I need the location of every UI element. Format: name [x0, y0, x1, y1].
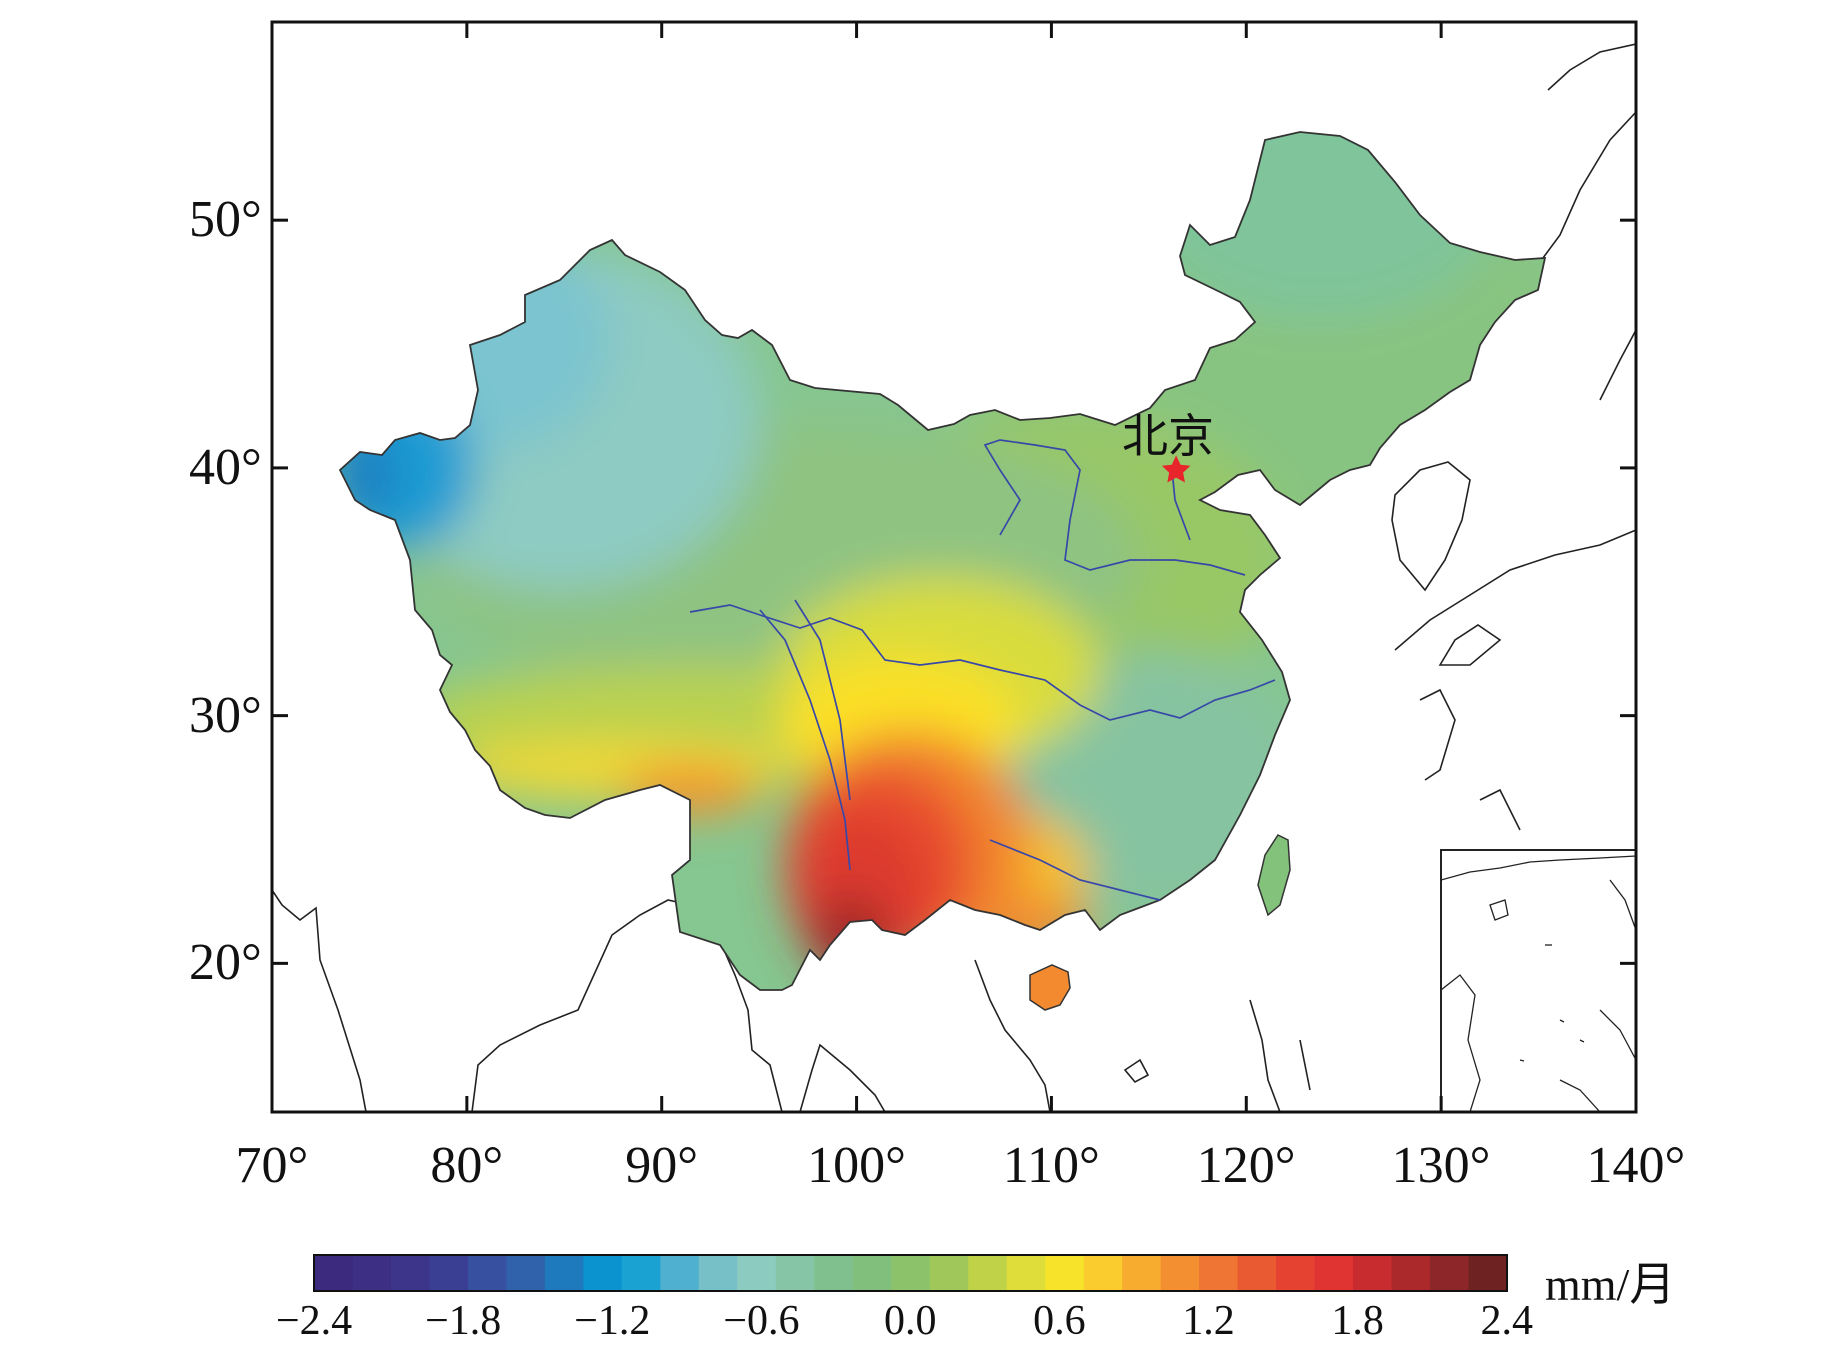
star-icon	[1161, 455, 1191, 483]
colorbar-swatch	[1276, 1255, 1316, 1291]
lon-tick-label: 120°	[1196, 1137, 1296, 1194]
colorbar-tick-label: 2.4	[1480, 1298, 1534, 1344]
lon-tick-label: 100°	[807, 1137, 906, 1194]
colorbar-tick-label: −2.4	[276, 1298, 353, 1344]
colorbar-tick-label: −0.6	[723, 1298, 800, 1344]
colorbar-units: mm/月	[1545, 1259, 1676, 1310]
colorbar-swatch	[660, 1255, 700, 1291]
colorbar-swatch	[467, 1255, 508, 1291]
colorbar-tick-label: −1.8	[425, 1298, 502, 1344]
colorbar-swatch	[1122, 1255, 1162, 1291]
hainan-border	[1029, 964, 1071, 1011]
colorbar-swatch	[814, 1255, 854, 1291]
colorbar-swatch	[1468, 1255, 1508, 1291]
city-label-beijing: 北京	[1122, 409, 1214, 463]
colorbar-swatch	[968, 1255, 1008, 1291]
yellow-river	[983, 439, 1246, 576]
china-region	[338, 131, 1547, 1011]
colorbar-swatch	[1160, 1255, 1200, 1291]
colorbar-swatch	[1045, 1255, 1085, 1291]
rivers	[689, 439, 1276, 901]
neighbor-coastlines	[272, 43, 1636, 1112]
map-frame	[270, 20, 1638, 1114]
colorbar-swatch	[390, 1255, 431, 1291]
colorbar-tick-label: 1.2	[1182, 1298, 1235, 1344]
colorbar-swatch	[621, 1255, 661, 1291]
lon-tick-label: 70°	[235, 1137, 309, 1194]
colorbar-border	[313, 1254, 1508, 1292]
colorbar-swatch	[1006, 1255, 1046, 1291]
colorbar-swatch	[1083, 1255, 1123, 1291]
nu-river	[794, 599, 851, 801]
colorbar-tick-label: 1.8	[1331, 1298, 1384, 1344]
lancang-river	[759, 609, 851, 871]
lon-tick-label: 140°	[1586, 1137, 1686, 1194]
lat-tick-label: 50°	[189, 191, 262, 249]
pearl-river	[989, 839, 1161, 901]
colorbar-swatch	[1199, 1255, 1239, 1291]
colorbar-swatch	[314, 1255, 354, 1291]
colorbar-swatch	[352, 1255, 392, 1291]
yangtze-river	[689, 604, 1276, 721]
lon-tick-label: 90°	[625, 1137, 698, 1194]
colorbar-swatch	[891, 1255, 931, 1291]
colorbar-swatch	[1314, 1255, 1354, 1291]
colorbar-swatch	[698, 1255, 738, 1291]
colorbar-swatch	[1391, 1255, 1431, 1291]
colorbar	[313, 1254, 1508, 1292]
taiwan-border	[1257, 834, 1291, 917]
colorbar-swatch	[1430, 1255, 1470, 1291]
hai-river	[1171, 469, 1191, 541]
lat-tick-label: 30°	[189, 686, 262, 744]
colorbar-swatch	[1237, 1255, 1277, 1291]
lon-tick-label: 110°	[1002, 1137, 1100, 1194]
colorbar-swatch	[583, 1255, 623, 1291]
colorbar-swatch	[1353, 1255, 1393, 1291]
colorbar-swatch	[506, 1255, 546, 1291]
lon-tick-label: 80°	[430, 1137, 504, 1194]
lat-tick-label: 40°	[189, 438, 262, 496]
colorbar-swatch	[429, 1255, 469, 1291]
china-border	[338, 131, 1547, 991]
colorbar-tick-label: 0.6	[1033, 1298, 1086, 1344]
axis-ticks	[270, 22, 1638, 1112]
colorbar-swatch	[775, 1255, 815, 1291]
lon-tick-label: 130°	[1391, 1137, 1491, 1194]
colorbar-swatch	[544, 1255, 584, 1291]
south-china-sea-inset	[1440, 849, 1637, 1113]
colorbar-swatch	[737, 1255, 777, 1291]
colorbar-tick-label: −1.2	[574, 1298, 651, 1344]
colorbar-swatch	[852, 1255, 892, 1291]
colorbar-swatch	[929, 1255, 969, 1291]
colorbar-tick-label: 0.0	[884, 1298, 937, 1344]
lat-tick-label: 20°	[189, 934, 262, 992]
